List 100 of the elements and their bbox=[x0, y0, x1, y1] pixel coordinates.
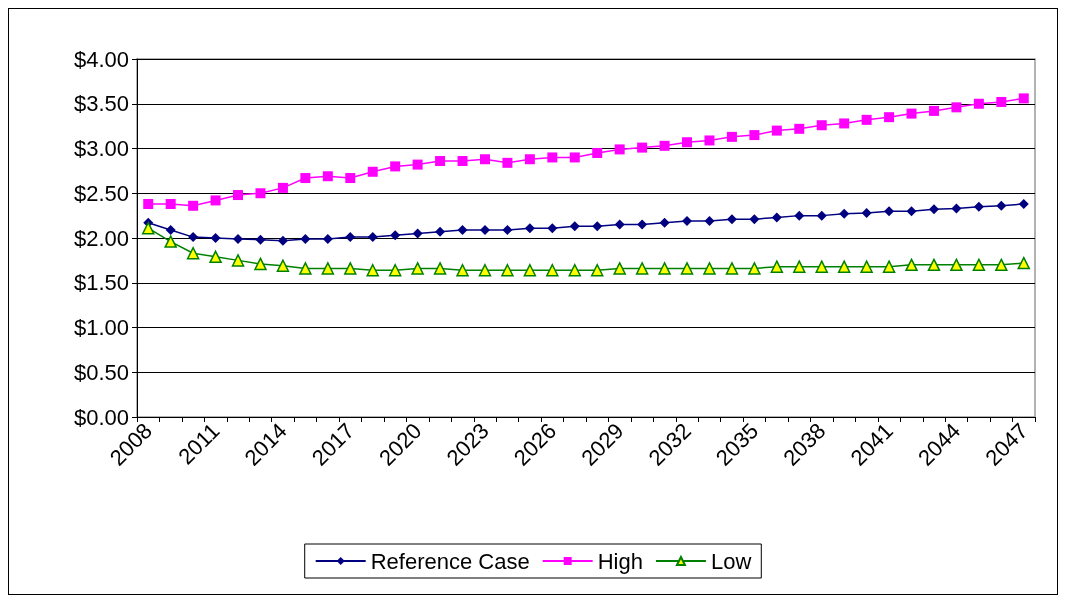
point bbox=[1018, 93, 1029, 104]
point bbox=[524, 154, 535, 165]
point bbox=[726, 214, 737, 225]
point bbox=[839, 208, 850, 219]
point bbox=[928, 204, 939, 215]
point bbox=[614, 219, 625, 230]
point bbox=[300, 233, 311, 244]
point bbox=[547, 223, 558, 234]
point bbox=[815, 260, 828, 273]
point bbox=[435, 226, 446, 237]
point bbox=[1018, 198, 1029, 209]
point bbox=[344, 262, 357, 275]
point bbox=[345, 173, 356, 184]
point bbox=[996, 200, 1007, 211]
point bbox=[345, 232, 356, 243]
point bbox=[1017, 256, 1031, 270]
point bbox=[951, 102, 962, 113]
point bbox=[457, 156, 468, 167]
point bbox=[568, 263, 582, 277]
point bbox=[412, 228, 423, 239]
point bbox=[390, 161, 401, 172]
point bbox=[614, 144, 625, 155]
point bbox=[478, 263, 492, 277]
point bbox=[322, 171, 333, 182]
point bbox=[928, 105, 939, 116]
point bbox=[546, 263, 559, 277]
legend-label: Low bbox=[710, 548, 752, 574]
point bbox=[435, 156, 446, 167]
point bbox=[322, 233, 333, 244]
y-tick-label: $1.50 bbox=[73, 270, 129, 296]
point bbox=[143, 198, 154, 209]
point bbox=[703, 262, 716, 275]
point bbox=[164, 235, 177, 248]
point bbox=[524, 223, 535, 234]
point bbox=[680, 262, 694, 275]
point bbox=[860, 260, 873, 273]
point bbox=[479, 224, 490, 235]
point bbox=[412, 159, 423, 170]
point bbox=[682, 215, 693, 226]
point bbox=[704, 135, 715, 146]
point bbox=[996, 96, 1007, 107]
point bbox=[973, 201, 984, 212]
point bbox=[367, 166, 378, 177]
point bbox=[592, 147, 603, 158]
point bbox=[523, 263, 537, 277]
point bbox=[233, 233, 244, 244]
point bbox=[299, 262, 312, 275]
point bbox=[972, 258, 986, 272]
point bbox=[277, 182, 288, 193]
point bbox=[502, 224, 513, 235]
point bbox=[995, 258, 1008, 272]
point bbox=[255, 188, 266, 199]
point bbox=[704, 215, 715, 226]
point bbox=[300, 173, 311, 184]
point bbox=[794, 123, 805, 134]
point bbox=[501, 263, 514, 277]
point bbox=[816, 210, 827, 221]
point bbox=[726, 131, 737, 142]
point bbox=[547, 152, 558, 163]
point bbox=[771, 125, 782, 136]
point bbox=[188, 232, 199, 243]
y-tick-label: $2.00 bbox=[73, 225, 129, 251]
legend-label: High bbox=[597, 548, 643, 574]
point bbox=[771, 212, 782, 223]
point bbox=[233, 190, 244, 201]
y-tick-label: $0.50 bbox=[73, 359, 129, 385]
point bbox=[794, 210, 805, 221]
point bbox=[456, 263, 469, 277]
point bbox=[882, 260, 896, 273]
point bbox=[884, 112, 895, 123]
point bbox=[479, 154, 490, 165]
point bbox=[210, 233, 221, 243]
point bbox=[188, 200, 199, 211]
point bbox=[457, 224, 468, 235]
point bbox=[411, 262, 424, 275]
point bbox=[659, 217, 670, 228]
point bbox=[837, 260, 851, 273]
point bbox=[637, 219, 648, 230]
point bbox=[276, 259, 290, 272]
point bbox=[141, 221, 155, 235]
point bbox=[770, 260, 784, 273]
point bbox=[210, 195, 221, 206]
point bbox=[569, 221, 580, 232]
point bbox=[816, 120, 827, 131]
point bbox=[905, 258, 918, 272]
point bbox=[927, 258, 941, 272]
point bbox=[366, 263, 379, 277]
y-tick-label: $4.00 bbox=[73, 46, 129, 72]
point bbox=[277, 235, 288, 246]
point bbox=[793, 260, 806, 273]
point bbox=[682, 137, 693, 148]
point bbox=[748, 262, 761, 275]
point bbox=[725, 262, 739, 275]
y-tick-label: $2.50 bbox=[73, 180, 129, 206]
point bbox=[951, 203, 962, 214]
point bbox=[884, 206, 895, 217]
point bbox=[906, 206, 917, 217]
point bbox=[209, 250, 222, 264]
point bbox=[569, 152, 580, 163]
point bbox=[749, 130, 760, 141]
